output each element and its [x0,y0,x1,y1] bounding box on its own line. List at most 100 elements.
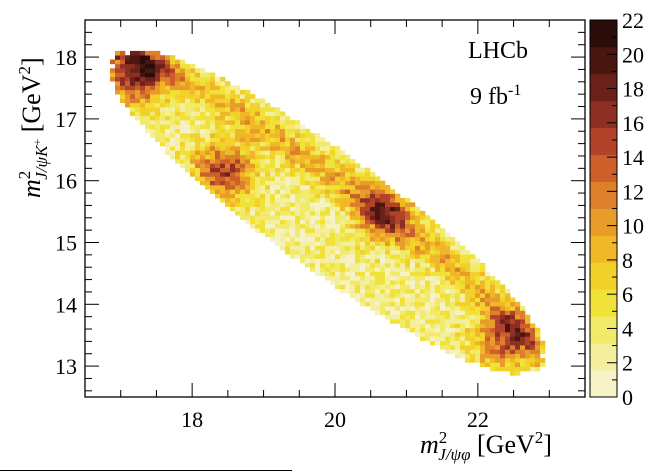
heatmap-cell [360,228,366,233]
heatmap-cell [155,98,161,104]
heatmap-cell [275,115,281,121]
heatmap-cell [115,68,121,73]
heatmap-cell [230,197,236,203]
heatmap-cell [445,236,451,242]
heatmap-cell [505,327,511,333]
heatmap-cell [280,185,286,190]
heatmap-cell [190,159,196,164]
heatmap-cell [380,236,386,242]
heatmap-cell [455,323,461,329]
heatmap-cell [290,133,296,138]
heatmap-cell [490,319,496,324]
heatmap-cell [305,189,311,194]
heatmap-cell [240,154,246,160]
heatmap-cell [275,128,281,134]
heatmap-cell [460,254,466,259]
heatmap-cell [235,133,241,138]
heatmap-cell [340,284,346,290]
heatmap-cell [475,275,481,281]
heatmap-cell [210,172,216,177]
heatmap-cell [130,76,136,82]
heatmap-cell [260,193,266,199]
heatmap-cell [435,336,441,342]
heatmap-cell [245,111,251,117]
heatmap-cell [240,159,246,164]
heatmap-cell [260,215,266,220]
heatmap-cell [260,210,266,216]
heatmap-cell [430,340,436,346]
heatmap-cell [515,340,521,346]
heatmap-cell [330,232,336,238]
heatmap-cell [315,249,321,255]
heatmap-cell [490,327,496,333]
heatmap-cell [495,310,501,316]
heatmap-cell [265,141,271,147]
heatmap-cell [245,98,251,104]
heatmap-cell [445,262,451,268]
heatmap-cell [410,219,416,225]
heatmap-cell [455,301,461,307]
heatmap-cell [305,262,311,268]
heatmap-cell [225,137,231,143]
heatmap-cell [455,262,461,268]
heatmap-cell [360,206,366,212]
heatmap-cell [380,262,386,268]
heatmap-cell [200,172,206,177]
heatmap-cell [250,206,256,212]
heatmap-cell [290,236,296,242]
heatmap-cell [410,249,416,255]
heatmap-cell [450,345,456,350]
heatmap-cell [365,180,371,186]
heatmap-cell [365,241,371,246]
experiment-label: LHCb [468,38,528,64]
heatmap-cell [530,349,536,355]
heatmap-cell [205,163,211,169]
heatmap-cell [305,141,311,147]
heatmap-cell [460,267,466,272]
heatmap-cell [270,150,276,156]
heatmap-cell [165,94,171,99]
x-axis-title: m2 J/ψφ [GeV2] [420,428,552,464]
heatmap-cell [450,288,456,294]
heatmap-cell [450,327,456,333]
heatmap-cell [185,85,191,91]
heatmap-cell [320,176,326,181]
heatmap-cell [200,159,206,164]
heatmap-cell [450,275,456,281]
heatmap-cell [330,159,336,164]
heatmap-cell [380,258,386,264]
heatmap-cell [200,107,206,112]
heatmap-cell [310,215,316,220]
heatmap-cell [205,180,211,186]
heatmap-cell [270,111,276,117]
heatmap-cell [160,81,166,86]
heatmap-cell [245,150,251,156]
heatmap-cell [275,189,281,194]
heatmap-cell [445,249,451,255]
heatmap-cell [130,68,136,73]
heatmap-cell [500,327,506,333]
heatmap-cell [275,167,281,173]
heatmap-cell [385,241,391,246]
heatmap-cell [260,163,266,169]
heatmap-cell [490,345,496,350]
heatmap-cell [370,176,376,181]
heatmap-cell [345,280,351,285]
heatmap-cell [325,271,331,277]
heatmap-cell [130,111,136,117]
heatmap-cell [255,137,261,143]
heatmap-cell [480,284,486,290]
heatmap-cell [305,232,311,238]
heatmap-cell [415,219,421,225]
heatmap-cell [465,353,471,359]
heatmap-cell [325,254,331,259]
heatmap-cell [170,81,176,86]
heatmap-cell [305,241,311,246]
heatmap-cell [195,102,201,108]
heatmap-cell [305,128,311,134]
heatmap-cell [425,262,431,268]
heatmap-cell [515,371,521,376]
heatmap-cell [140,98,146,104]
heatmap-cell [470,267,476,272]
heatmap-cell [415,310,421,316]
